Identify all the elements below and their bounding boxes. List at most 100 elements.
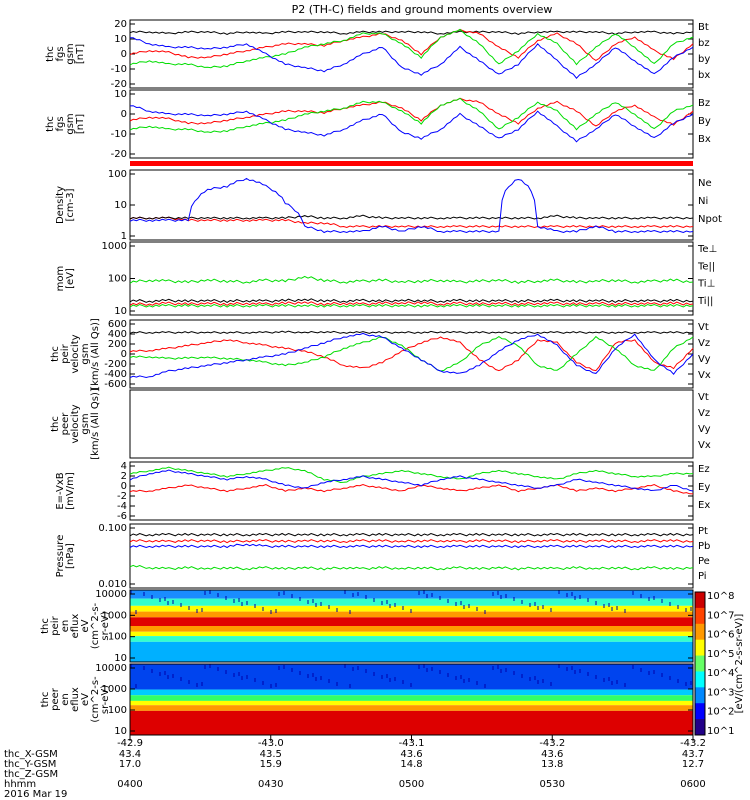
legend-label: Pb	[698, 541, 710, 552]
legend-label: Pt	[698, 526, 708, 537]
heatmap-speckle	[233, 599, 235, 603]
heatmap-speckle	[566, 593, 568, 597]
y-axis-label: velocity	[70, 404, 81, 443]
series-line-Te||	[129, 298, 694, 303]
heatmap-speckle	[262, 681, 264, 685]
heatmap-speckle	[209, 590, 211, 594]
y-tick-label: -10	[111, 64, 127, 75]
heatmap-band	[130, 700, 693, 706]
legend-label: Vy	[698, 424, 711, 435]
y-axis-label: en	[60, 693, 71, 706]
y-tick-label: 10000	[95, 589, 127, 600]
legend-label: Vt	[698, 392, 709, 403]
colorbar-segment	[695, 607, 705, 625]
x-row-value: 17.0	[119, 759, 141, 770]
panel-7: 420-2-4-6 E=-VxB [mV/m] Ez Ey Ex	[55, 461, 710, 522]
x-row-value: 13.8	[541, 759, 563, 770]
heatmap-speckle	[188, 680, 190, 684]
x-row-value: 43.6	[400, 749, 422, 760]
heatmap-speckle	[254, 604, 256, 608]
legend-label: Te⊥	[697, 244, 717, 255]
heatmap-speckle	[608, 677, 610, 681]
heatmap-speckle	[180, 677, 182, 681]
colorbar-segment	[695, 655, 705, 672]
y-tick-label: -4	[117, 501, 127, 512]
heatmap-band	[130, 641, 693, 662]
colorbar-tick-label: 10^6	[707, 630, 734, 641]
legend-label: bz	[698, 38, 710, 49]
heatmap-speckle	[275, 609, 277, 613]
heatmap-speckle	[143, 592, 145, 596]
heatmap-speckle	[447, 599, 449, 603]
y-axis-label: thc	[50, 346, 61, 362]
heatmap-speckle	[492, 592, 494, 596]
heatmap-speckle	[439, 670, 441, 674]
heatmap-speckle	[595, 675, 597, 679]
legend-label: Vx	[698, 440, 711, 451]
y-axis-label: thc	[40, 692, 51, 708]
x-row-value: 43.6	[541, 749, 563, 760]
heatmap-speckle	[571, 592, 573, 596]
heatmap-speckle	[365, 669, 367, 673]
heatmap-speckle	[669, 602, 671, 606]
y-tick-label: 1	[121, 231, 127, 242]
heatmap-speckle	[270, 610, 272, 614]
heatmap-speckle	[624, 609, 626, 613]
heatmap-speckle	[661, 599, 663, 603]
y-tick-label: 200	[108, 339, 127, 350]
heatmap-speckle	[463, 679, 465, 683]
heatmap-speckle	[497, 665, 499, 669]
y-axis-label: [cm-3]	[65, 188, 76, 221]
series-line-Vz	[129, 336, 694, 372]
heatmap-speckle	[386, 674, 388, 678]
heatmap-speckle	[542, 605, 544, 609]
heatmap-speckle	[537, 606, 539, 610]
heatmap-speckle	[357, 666, 359, 670]
y-axis-label: gsm	[65, 43, 76, 64]
panel-1: 20 10 0 -10 -20 thc fgs gsm [nT] Bt bz by bx	[45, 19, 710, 90]
y-tick-label: 10	[114, 653, 127, 664]
heatmap-speckle	[537, 680, 539, 684]
heatmap-speckle	[270, 684, 272, 688]
legend-label: Ni	[698, 196, 708, 207]
heatmap-speckle	[209, 664, 211, 668]
colorbar-frame	[694, 591, 706, 736]
x-row-label: hhmm	[4, 779, 36, 790]
y-tick-label: 10000	[95, 663, 127, 674]
x-row-value: 14.8	[400, 759, 422, 770]
heatmap-speckle	[468, 604, 470, 608]
heatmap-speckle	[254, 678, 256, 682]
heatmap-speckle	[201, 682, 203, 686]
x-tick-label: -43.2	[680, 738, 706, 749]
y-tick-label: 100	[108, 705, 127, 716]
heatmap-speckle	[542, 679, 544, 683]
x-row-label: thc_Y-GSM	[4, 759, 56, 770]
legend-label: Vt	[698, 322, 709, 333]
series-line-Ti⊥	[129, 275, 694, 285]
y-axis-label: Pressure	[55, 535, 66, 578]
series-line-Ti||	[129, 303, 694, 308]
legend-label: bx	[698, 70, 710, 81]
heatmap-speckle	[373, 672, 375, 676]
heatmap-speckle	[521, 600, 523, 604]
heatmap-speckle	[307, 600, 309, 604]
y-axis-label: peer	[60, 412, 71, 436]
y-axis-label: peir	[50, 615, 61, 635]
heatmap-speckle	[246, 675, 248, 679]
heatmap-band	[130, 611, 693, 618]
heatmap-speckle	[386, 600, 388, 604]
heatmap-speckle	[238, 598, 240, 602]
y-axis-label: thc	[45, 116, 56, 132]
heatmap-speckle	[233, 673, 235, 677]
heatmap-speckle	[513, 597, 515, 601]
heatmap-speckle	[172, 600, 174, 604]
heatmap-speckle	[262, 607, 264, 611]
heatmap-speckle	[143, 666, 145, 670]
heatmap-speckle	[315, 677, 317, 681]
heatmap-speckle	[365, 595, 367, 599]
heatmap-speckle	[463, 605, 465, 609]
y-tick-label: 0	[121, 49, 127, 60]
heatmap-band	[130, 626, 693, 632]
y-tick-label: 100	[108, 632, 127, 643]
series-line-bz	[129, 28, 694, 61]
